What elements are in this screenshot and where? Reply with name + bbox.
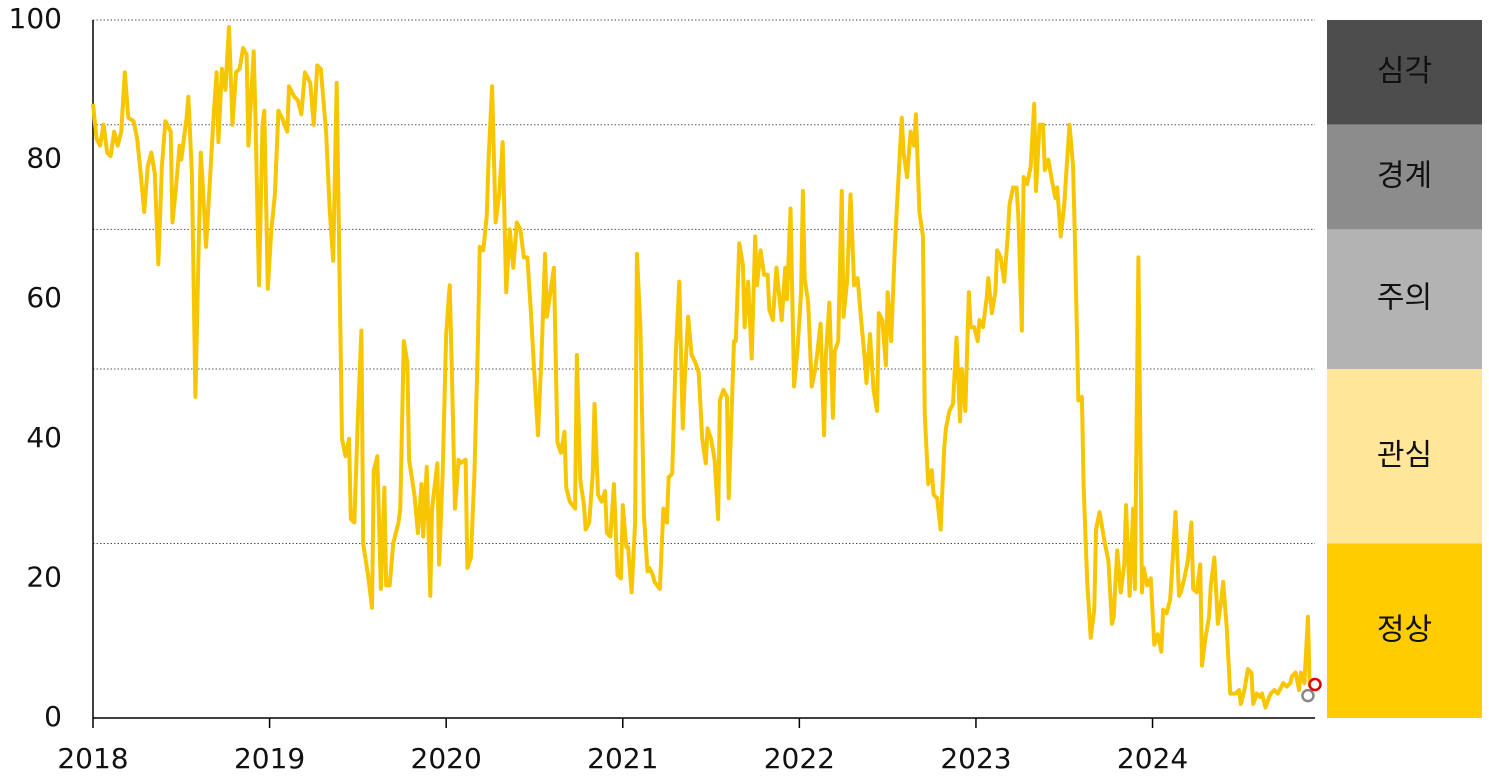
zone-label: 심각 xyxy=(1377,54,1432,89)
zone-label: 정상 xyxy=(1377,612,1432,647)
zone-label: 관심 xyxy=(1377,438,1432,473)
data-line xyxy=(91,24,1312,710)
y-tick-label: 100 xyxy=(9,2,62,35)
zone-label: 경계 xyxy=(1377,159,1432,194)
y-tick-label: 60 xyxy=(26,281,62,314)
zone-band xyxy=(1327,20,1482,125)
x-tick-label: 2018 xyxy=(57,742,128,775)
x-tick-label: 2020 xyxy=(411,742,482,775)
y-tick-label: 40 xyxy=(26,421,62,454)
y-tick-label: 80 xyxy=(26,142,62,175)
end-marker xyxy=(1308,677,1322,692)
x-tick-label: 2024 xyxy=(1117,742,1188,775)
x-tick-label: 2022 xyxy=(764,742,835,775)
x-tick-label: 2023 xyxy=(940,742,1011,775)
zone-label: 주의 xyxy=(1377,281,1432,316)
zone-band xyxy=(1327,124,1482,230)
y-tick-label: 20 xyxy=(26,560,62,593)
x-tick-label: 2021 xyxy=(587,742,658,775)
end-marker xyxy=(1301,688,1315,703)
y-tick-label: 0 xyxy=(44,700,62,733)
zone-band xyxy=(1327,369,1482,544)
x-tick-label: 2019 xyxy=(234,742,305,775)
zone-band xyxy=(1327,543,1482,718)
zone-band xyxy=(1327,229,1482,369)
